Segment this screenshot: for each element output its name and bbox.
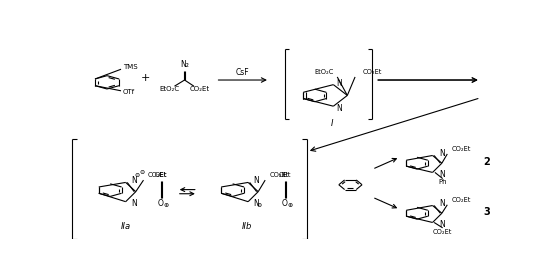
Text: N: N (254, 176, 259, 185)
Text: ⊖: ⊖ (135, 173, 140, 178)
Text: CO₂Et: CO₂Et (451, 146, 471, 152)
Text: CO₂Et: CO₂Et (190, 86, 210, 92)
Text: N: N (337, 79, 343, 88)
Text: CO₂Et: CO₂Et (270, 172, 289, 178)
Text: ⊖: ⊖ (257, 203, 262, 208)
Text: CO₂Et: CO₂Et (148, 172, 167, 178)
Text: IIa: IIa (121, 222, 131, 231)
Text: N: N (439, 170, 444, 179)
Text: N₂: N₂ (180, 60, 189, 69)
Text: EtO₂C: EtO₂C (314, 69, 333, 75)
Text: O: O (158, 199, 163, 208)
Text: N: N (439, 220, 444, 229)
Text: N: N (131, 176, 137, 185)
Text: TMS: TMS (122, 64, 137, 70)
Text: CO₂Et: CO₂Et (451, 197, 471, 203)
Text: ⊕: ⊕ (163, 203, 169, 208)
Text: CO₂Et: CO₂Et (433, 229, 452, 235)
Text: CO₂Et: CO₂Et (363, 69, 382, 75)
Text: N: N (254, 199, 259, 208)
Text: OEt: OEt (155, 172, 168, 178)
Text: ⊖: ⊖ (139, 170, 145, 175)
Text: ⊕: ⊕ (287, 203, 292, 208)
Text: I: I (330, 119, 333, 128)
Text: OTf: OTf (122, 89, 135, 95)
Text: OEt: OEt (279, 172, 292, 178)
Text: N: N (131, 199, 137, 208)
Text: N: N (337, 104, 343, 113)
Text: N: N (439, 149, 444, 158)
Text: CsF: CsF (236, 68, 249, 77)
Text: Ph: Ph (438, 179, 447, 185)
Text: 2: 2 (484, 157, 490, 167)
Text: N: N (439, 199, 444, 208)
Text: +: + (141, 73, 150, 83)
Text: IIb: IIb (241, 222, 252, 231)
Text: EtO₂C: EtO₂C (159, 86, 179, 92)
Text: O: O (282, 199, 287, 208)
Text: 3: 3 (484, 207, 490, 217)
